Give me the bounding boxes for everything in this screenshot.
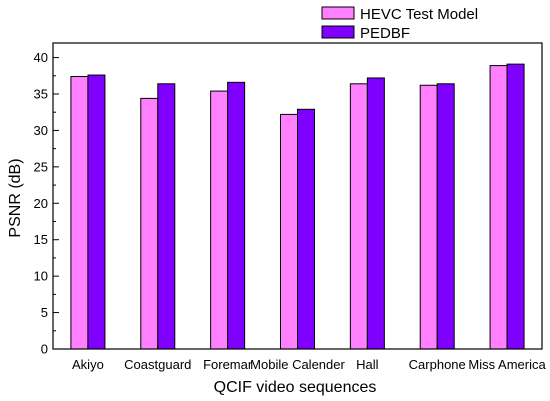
bar-hevc-miss-america [489,65,508,350]
x-tick-label: Carphone [409,357,466,372]
bar-pedbf-carphone [436,83,455,350]
bar-hevc-akiyo [70,76,89,350]
legend-swatch [321,25,355,39]
y-tick-label: 5 [41,305,48,320]
x-tick-label: Coastguard [124,357,191,372]
x-tick-label: Miss America [468,357,546,372]
x-tick-label: Mobile Calender [250,357,345,372]
y-tick-label: 40 [34,50,48,65]
legend-label: HEVC Test Model [360,6,478,23]
y-tick-label: 20 [34,196,48,211]
x-tick-label: Hall [356,357,379,372]
y-tick-label: 35 [34,87,48,102]
x-axis-title: QCIF video sequences [214,379,377,396]
x-tick-label: Foremar [203,357,253,372]
bar-hevc-foremar [210,90,229,350]
bar-pedbf-miss-america [506,63,525,350]
bar-pedbf-coastguard [157,83,176,350]
x-tick-label: Akiyo [72,357,104,372]
bar-hevc-carphone [419,84,438,350]
bar-hevc-coastguard [140,97,159,350]
y-axis-title: PSNR (dB) [7,158,24,237]
legend-label: PEDBF [360,25,410,42]
bars-layer [70,63,525,350]
y-tick-label: 15 [34,232,48,247]
bar-pedbf-hall [366,77,385,350]
legend-swatch [321,6,355,20]
plot-frame [52,42,543,350]
y-tick-label: 0 [41,342,48,357]
y-tick-label: 30 [34,123,48,138]
y-tick-label: 10 [34,269,48,284]
bar-pedbf-akiyo [87,74,106,350]
bar-pedbf-mobile-calender [297,108,315,350]
legend: HEVC Test Model PEDBF [321,6,478,42]
bar-hevc-mobile-calender [280,113,298,350]
bar-hevc-hall [349,83,368,350]
bar-pedbf-foremar [227,81,246,350]
y-tick-label: 25 [34,159,48,174]
